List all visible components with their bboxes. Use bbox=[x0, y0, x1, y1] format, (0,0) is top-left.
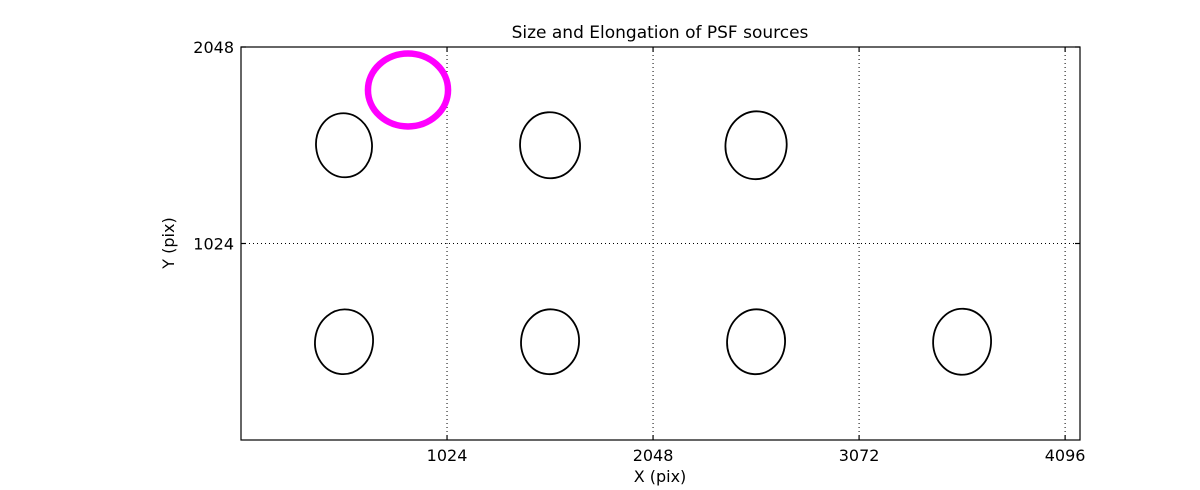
xtick-label-1024: 1024 bbox=[427, 446, 468, 465]
plot-title: Size and Elongation of PSF sources bbox=[512, 23, 809, 43]
psf-source-ellipse bbox=[519, 111, 581, 180]
psf-source-ellipse bbox=[932, 307, 992, 376]
axes-box bbox=[240, 46, 1081, 441]
highlighted-psf-ellipse bbox=[364, 50, 452, 130]
y-axis-label: Y (pix) bbox=[159, 217, 178, 269]
xtick-label-4096: 4096 bbox=[1045, 446, 1086, 465]
ytick-label-2048: 2048 bbox=[193, 38, 234, 57]
xtick-label-3072: 3072 bbox=[839, 446, 880, 465]
ellipse-layer bbox=[314, 50, 992, 376]
grid-layer bbox=[241, 47, 1080, 440]
xtick-label-2048: 2048 bbox=[633, 446, 674, 465]
psf-source-ellipse bbox=[315, 112, 373, 179]
ytick-label-1024: 1024 bbox=[193, 235, 234, 254]
psf-source-ellipse bbox=[724, 110, 788, 181]
psf-source-ellipse bbox=[314, 308, 374, 376]
psf-source-ellipse bbox=[520, 308, 580, 376]
tick-layer: 1024 2048 3072 4096 1024 2048 bbox=[193, 38, 1085, 465]
psf-source-ellipse bbox=[726, 308, 786, 376]
x-axis-label: X (pix) bbox=[634, 467, 687, 486]
